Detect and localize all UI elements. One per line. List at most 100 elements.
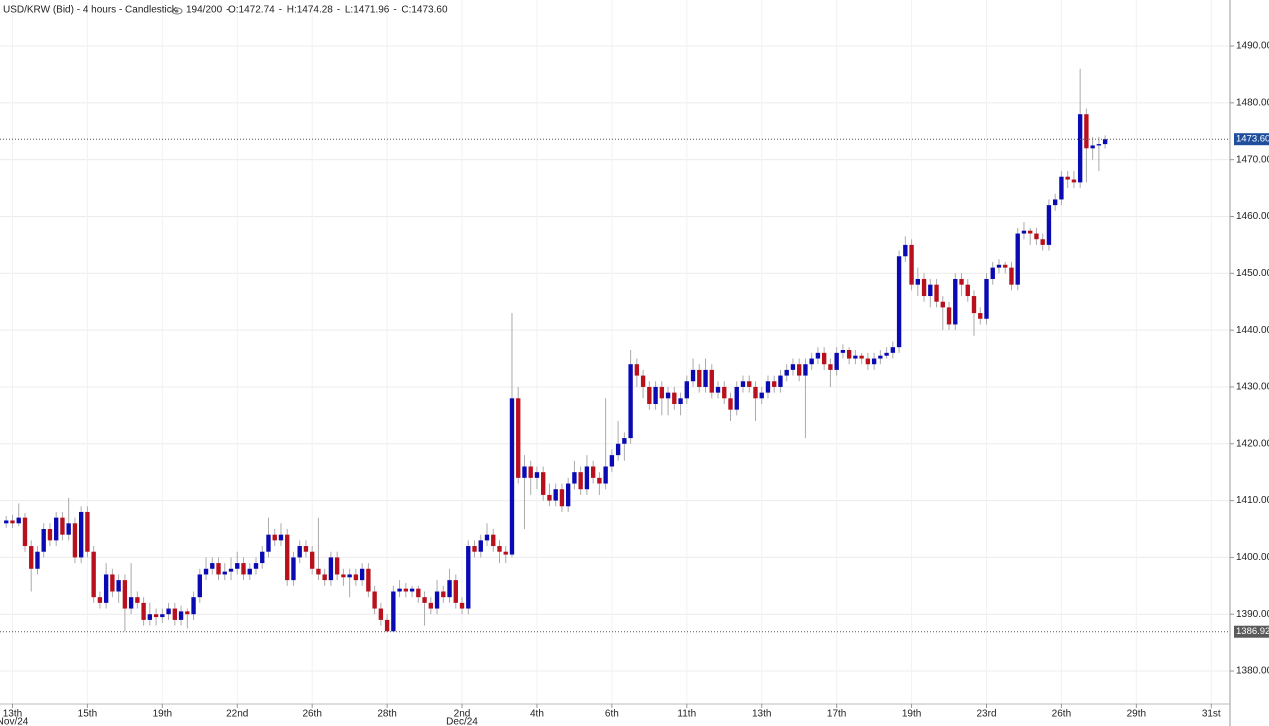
candle-body xyxy=(60,517,65,535)
candle-body xyxy=(503,551,508,555)
candle-body xyxy=(797,364,802,376)
y-tick-label: 1380.00 xyxy=(1236,666,1269,677)
candle-body xyxy=(603,466,608,484)
candle-body xyxy=(516,398,521,478)
candle-body xyxy=(328,557,334,581)
candle-body xyxy=(690,369,696,382)
candle-body xyxy=(453,580,458,603)
candle-body xyxy=(640,375,646,387)
candle-body xyxy=(509,398,515,555)
candle-body xyxy=(921,278,927,297)
candle-body xyxy=(840,350,846,353)
candle-body xyxy=(472,546,477,552)
candle-body xyxy=(597,477,602,484)
candle-body xyxy=(971,296,977,314)
candle-body xyxy=(178,611,184,620)
candle-body xyxy=(809,358,814,365)
candle-body xyxy=(1021,230,1027,234)
candle-body xyxy=(497,546,502,552)
candle-body xyxy=(441,591,446,598)
candle-body xyxy=(990,267,995,279)
ohlc-label: H:1474.28 xyxy=(287,5,334,16)
grid xyxy=(0,0,1230,704)
candle-body xyxy=(253,563,259,569)
candle-body xyxy=(72,523,78,558)
candle-body xyxy=(909,244,914,285)
candle-body xyxy=(734,386,739,410)
candle-body xyxy=(653,386,658,404)
candle-body xyxy=(66,523,71,535)
candle-body xyxy=(647,386,652,404)
candle-body xyxy=(672,392,677,404)
candle-body xyxy=(297,546,302,558)
candle-body xyxy=(272,534,277,541)
x-tick-label: 22nd xyxy=(226,709,248,720)
candle-body xyxy=(10,520,15,524)
candle-body xyxy=(547,494,552,501)
candle-body xyxy=(459,602,465,609)
candle-body xyxy=(222,571,227,575)
ohlc-label: O:1472.74 xyxy=(228,5,275,16)
candle-body xyxy=(1034,233,1039,240)
candle-body xyxy=(1059,176,1064,200)
candle-body xyxy=(559,489,565,507)
candle-body xyxy=(409,588,415,592)
axes: 1380.00 1390.00 1400.00 1410.00 1420.00 1430.… xyxy=(0,41,1269,726)
candle-body xyxy=(703,369,708,387)
candle-body xyxy=(210,563,215,569)
last-ohlc: O:1472.74- H:1474.28- L:1471.96- C:1473.60- xyxy=(226,5,448,16)
candle-body xyxy=(1009,267,1014,285)
candle-body xyxy=(447,580,452,598)
candles xyxy=(0,68,1230,633)
candle-body xyxy=(160,614,165,618)
eye-icon[interactable] xyxy=(171,7,183,15)
candle-body xyxy=(78,511,84,558)
candle-body xyxy=(359,568,365,581)
candle-body xyxy=(534,472,540,478)
candle-body xyxy=(428,602,433,609)
candle-body xyxy=(47,528,53,541)
candle-body xyxy=(491,534,496,547)
candle-body xyxy=(1046,205,1052,245)
candle-body xyxy=(821,352,827,365)
x-tick-label: 17th xyxy=(827,709,846,720)
y-tick-label: 1420.00 xyxy=(1236,438,1269,449)
candle-body xyxy=(128,597,134,609)
candle-body xyxy=(884,352,889,356)
candle-body xyxy=(772,381,777,387)
x-tick-label: 13th xyxy=(752,709,771,720)
candle-body xyxy=(628,364,633,439)
candle-body xyxy=(871,358,877,365)
candle-body xyxy=(1084,114,1089,149)
candle-body xyxy=(322,574,327,581)
candle-body xyxy=(753,386,758,399)
candle-body xyxy=(859,355,864,359)
candle-body xyxy=(403,588,409,592)
candle-body xyxy=(803,364,808,376)
x-tick-label: 13th xyxy=(3,709,22,720)
candle-body xyxy=(316,568,321,575)
candle-body xyxy=(665,392,671,399)
candle-body xyxy=(422,597,427,603)
candle-body xyxy=(1003,264,1008,268)
candle-body xyxy=(29,546,34,569)
x-tick-label: 31st xyxy=(1202,709,1221,720)
candle-body xyxy=(834,352,839,370)
x-tick-label: 23rd xyxy=(976,709,996,720)
candle-body xyxy=(372,591,377,609)
candle-body xyxy=(228,568,234,572)
candle-body xyxy=(978,313,983,319)
candle-body xyxy=(528,466,533,478)
candle-body xyxy=(778,375,783,387)
y-tick-label: 1410.00 xyxy=(1236,495,1269,506)
price-tag-label: 1386.92 xyxy=(1236,626,1269,637)
x-tick-label: 4th xyxy=(530,709,544,720)
candle-body xyxy=(247,568,252,575)
candle-body xyxy=(896,256,902,348)
price-tag xyxy=(1234,625,1269,638)
candle-body xyxy=(291,557,296,581)
candle-body xyxy=(22,517,28,547)
candle-body xyxy=(715,386,721,393)
candle-body xyxy=(110,574,115,592)
